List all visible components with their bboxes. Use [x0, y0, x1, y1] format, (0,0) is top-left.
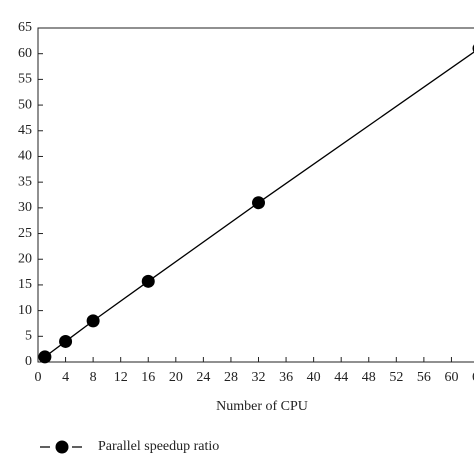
point: [86, 314, 100, 328]
y-tick-label: 45: [18, 123, 32, 138]
x-axis-label: Number of CPU: [216, 399, 308, 414]
x-tick-label: 40: [307, 370, 321, 385]
y-tick-label: 20: [18, 251, 32, 266]
point: [141, 274, 155, 288]
y-tick-label: 5: [25, 329, 32, 344]
legend-label: Parallel speedup ratio: [98, 439, 219, 454]
x-tick-label: 0: [35, 370, 42, 385]
x-tick-label: 20: [169, 370, 183, 385]
y-tick-label: 25: [18, 226, 32, 241]
y-tick-label: 65: [18, 20, 32, 35]
point: [59, 334, 73, 348]
y-tick-label: 40: [18, 149, 32, 164]
x-tick-label: 60: [444, 370, 458, 385]
point: [38, 350, 52, 364]
y-tick-label: 15: [18, 277, 32, 292]
x-tick-label: 44: [334, 370, 348, 385]
x-tick-label: 52: [389, 370, 403, 385]
y-tick-label: 30: [18, 200, 32, 215]
x-tick-label: 28: [224, 370, 238, 385]
x-tick-label: 12: [114, 370, 128, 385]
x-tick-label: 4: [62, 370, 69, 385]
y-tick-label: 0: [25, 354, 32, 369]
y-tick-label: 35: [18, 174, 32, 189]
legend-marker: [55, 440, 69, 454]
plot-frame: [37, 27, 474, 363]
x-tick-label: 32: [252, 370, 266, 385]
x-tick-label: 56: [417, 370, 431, 385]
x-tick-label: 8: [90, 370, 97, 385]
x-tick-label: 24: [196, 370, 210, 385]
y-tick-label: 55: [18, 72, 32, 87]
y-tick-label: 10: [18, 303, 32, 318]
point: [252, 196, 265, 210]
y-tick-label: 50: [18, 97, 32, 112]
x-tick-label: 48: [362, 370, 376, 385]
x-tick-label: 36: [279, 370, 293, 385]
x-tick-label: 16: [141, 370, 155, 385]
y-tick-label: 60: [18, 46, 32, 61]
x-tick-label: 64: [472, 370, 474, 385]
